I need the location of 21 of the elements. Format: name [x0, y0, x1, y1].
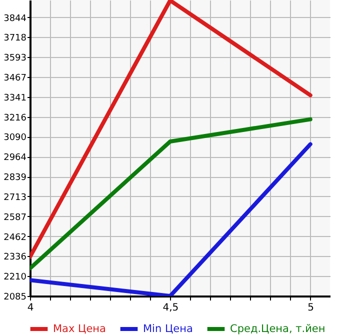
x-tick-label: 4,5: [162, 302, 179, 314]
legend-label: Min Цена: [143, 323, 193, 335]
y-tick-label: 3341: [4, 93, 26, 104]
y-tick-label: 2336: [4, 252, 27, 263]
legend-label: Max Цена: [53, 323, 106, 335]
legend-label: Сред.Цена, т.йен: [230, 323, 326, 335]
y-tick-label: 2839: [4, 173, 27, 184]
y-tick-label: 2210: [4, 272, 27, 283]
y-tick-label: 3718: [4, 34, 27, 44]
y-tick-label: 2713: [4, 192, 26, 203]
y-tick-label: 3593: [4, 54, 26, 64]
y-tick-label: 2587: [4, 212, 26, 223]
y-tick-label: 3216: [4, 113, 27, 124]
y-tick-label: 2462: [4, 232, 26, 243]
y-tick-label: 3090: [4, 133, 27, 144]
y-tick-label: 2085: [4, 292, 26, 302]
x-tick-label: 4: [27, 302, 34, 314]
y-tick-label: 3844: [4, 14, 27, 24]
y-tick-label: 3467: [4, 74, 26, 84]
x-tick-label: 5: [308, 302, 314, 314]
y-tick-label: 2964: [4, 153, 27, 164]
